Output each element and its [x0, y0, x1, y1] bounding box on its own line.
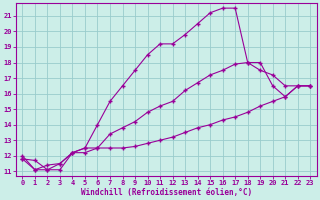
X-axis label: Windchill (Refroidissement éolien,°C): Windchill (Refroidissement éolien,°C): [81, 188, 252, 197]
